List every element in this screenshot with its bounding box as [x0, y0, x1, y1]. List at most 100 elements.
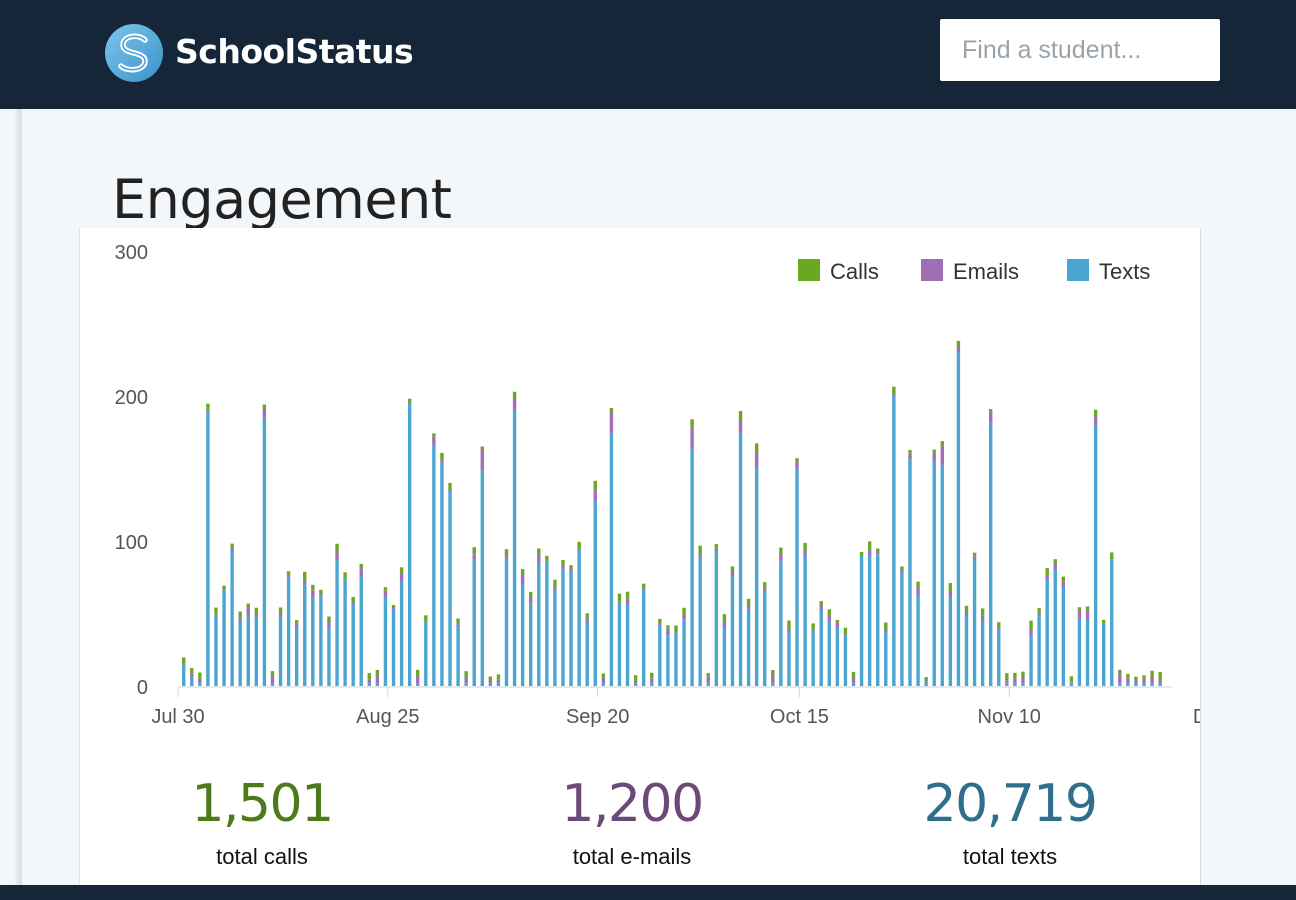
bar-segment-emails[interactable] — [876, 551, 880, 555]
bar-segment-emails[interactable] — [520, 574, 525, 583]
bar-segment-emails[interactable] — [771, 675, 775, 684]
bar-segment-calls[interactable] — [1069, 676, 1074, 682]
bar-segment-emails[interactable] — [674, 631, 678, 634]
bar-segment-texts[interactable] — [391, 609, 396, 686]
bar-segment-calls[interactable] — [230, 543, 234, 548]
legend-label-texts[interactable]: Texts — [1099, 259, 1150, 284]
bar-segment-texts[interactable] — [876, 554, 880, 686]
bar-segment-emails[interactable] — [383, 590, 388, 598]
bar-segment-texts[interactable] — [1134, 682, 1138, 686]
bar-segment-emails[interactable] — [464, 676, 468, 684]
bar-segment-texts[interactable] — [553, 589, 557, 686]
bar-segment-texts[interactable] — [238, 621, 242, 686]
bar-segment-emails[interactable] — [488, 680, 493, 684]
bar-segment-emails[interactable] — [472, 554, 476, 560]
bar-segment-emails[interactable] — [730, 570, 735, 577]
bar-segment-texts[interactable] — [1045, 579, 1049, 686]
bar-segment-calls[interactable] — [989, 409, 993, 413]
bar-segment-calls[interactable] — [1093, 409, 1098, 417]
bar-segment-texts[interactable] — [537, 563, 541, 686]
bar-segment-emails[interactable] — [1093, 416, 1098, 426]
find-student-search-input[interactable] — [940, 19, 1220, 81]
bar-segment-calls[interactable] — [1005, 673, 1009, 681]
bar-segment-calls[interactable] — [811, 623, 815, 629]
bar-segment-emails[interactable] — [851, 677, 856, 684]
bar-segment-texts[interactable] — [1021, 683, 1025, 686]
bar-segment-calls[interactable] — [480, 446, 484, 450]
bar-segment-emails[interactable] — [375, 675, 380, 684]
bar-segment-calls[interactable] — [440, 452, 444, 461]
bar-segment-calls[interactable] — [553, 579, 557, 587]
legend-label-emails[interactable]: Emails — [953, 259, 1019, 284]
bar-segment-texts[interactable] — [795, 469, 799, 686]
bar-segment-calls[interactable] — [1126, 673, 1130, 679]
bar-segment-calls[interactable] — [432, 433, 436, 437]
bar-segment-calls[interactable] — [803, 542, 807, 551]
bar-segment-texts[interactable] — [972, 560, 977, 686]
bar-segment-texts[interactable] — [375, 683, 380, 686]
bar-segment-calls[interactable] — [222, 585, 226, 590]
bar-segment-emails[interactable] — [682, 614, 686, 620]
bar-segment-calls[interactable] — [182, 657, 186, 664]
bar-segment-emails[interactable] — [754, 451, 759, 469]
bar-segment-texts[interactable] — [650, 683, 654, 686]
bar-segment-calls[interactable] — [625, 591, 630, 600]
bar-segment-texts[interactable] — [319, 596, 323, 686]
bar-segment-texts[interactable] — [1150, 683, 1154, 686]
bar-segment-emails[interactable] — [779, 553, 783, 561]
bar-segment-calls[interactable] — [1037, 608, 1041, 613]
bar-segment-emails[interactable] — [1053, 563, 1057, 571]
bar-segment-emails[interactable] — [989, 412, 993, 424]
bar-segment-calls[interactable] — [1053, 559, 1057, 564]
bar-segment-calls[interactable] — [1085, 606, 1090, 611]
bar-segment-calls[interactable] — [779, 547, 783, 554]
bar-segment-emails[interactable] — [198, 678, 202, 683]
bar-segment-emails[interactable] — [569, 568, 573, 572]
bar-segment-emails[interactable] — [948, 591, 953, 597]
bar-segment-calls[interactable] — [658, 618, 662, 625]
bar-segment-calls[interactable] — [399, 567, 404, 575]
bar-segment-emails[interactable] — [214, 614, 218, 616]
bar-segment-emails[interactable] — [787, 628, 791, 632]
bar-segment-texts[interactable] — [617, 602, 622, 686]
bar-segment-texts[interactable] — [989, 423, 993, 686]
bar-segment-calls[interactable] — [472, 547, 476, 555]
bar-segment-texts[interactable] — [593, 501, 597, 686]
bar-segment-calls[interactable] — [795, 458, 799, 462]
bar-segment-texts[interactable] — [932, 460, 936, 686]
bar-segment-calls[interactable] — [537, 548, 541, 555]
bar-segment-calls[interactable] — [190, 668, 194, 674]
bar-segment-calls[interactable] — [1101, 619, 1106, 624]
bar-segment-emails[interactable] — [1045, 575, 1049, 580]
bar-segment-emails[interactable] — [529, 597, 533, 604]
bar-segment-texts[interactable] — [1158, 683, 1162, 686]
bar-segment-texts[interactable] — [1118, 683, 1122, 686]
bar-segment-emails[interactable] — [633, 680, 638, 684]
bar-segment-calls[interactable] — [496, 674, 501, 680]
bar-segment-emails[interactable] — [908, 453, 912, 460]
bar-segment-emails[interactable] — [650, 678, 654, 684]
bar-segment-emails[interactable] — [416, 675, 420, 684]
bar-segment-texts[interactable] — [1013, 683, 1017, 686]
bar-segment-emails[interactable] — [367, 679, 372, 684]
bar-segment-texts[interactable] — [964, 615, 969, 686]
bar-segment-calls[interactable] — [270, 671, 275, 676]
bar-segment-texts[interactable] — [956, 352, 961, 686]
bar-segment-emails[interactable] — [940, 445, 944, 465]
bar-segment-emails[interactable] — [190, 673, 194, 679]
bar-segment-texts[interactable] — [182, 664, 186, 686]
bar-segment-calls[interactable] — [1150, 670, 1154, 677]
bar-segment-texts[interactable] — [1101, 623, 1106, 686]
bar-segment-calls[interactable] — [867, 541, 872, 550]
bar-segment-emails[interactable] — [706, 676, 710, 684]
bar-segment-calls[interactable] — [787, 620, 791, 629]
bar-segment-calls[interactable] — [916, 581, 920, 588]
bar-segment-emails[interactable] — [892, 393, 896, 397]
bar-segment-calls[interactable] — [706, 673, 710, 677]
bar-segment-emails[interactable] — [327, 621, 331, 628]
bar-segment-texts[interactable] — [577, 549, 581, 686]
bar-segment-emails[interactable] — [1158, 680, 1162, 684]
bar-segment-emails[interactable] — [746, 604, 751, 610]
bar-segment-texts[interactable] — [682, 619, 686, 686]
bar-segment-calls[interactable] — [1013, 672, 1017, 679]
